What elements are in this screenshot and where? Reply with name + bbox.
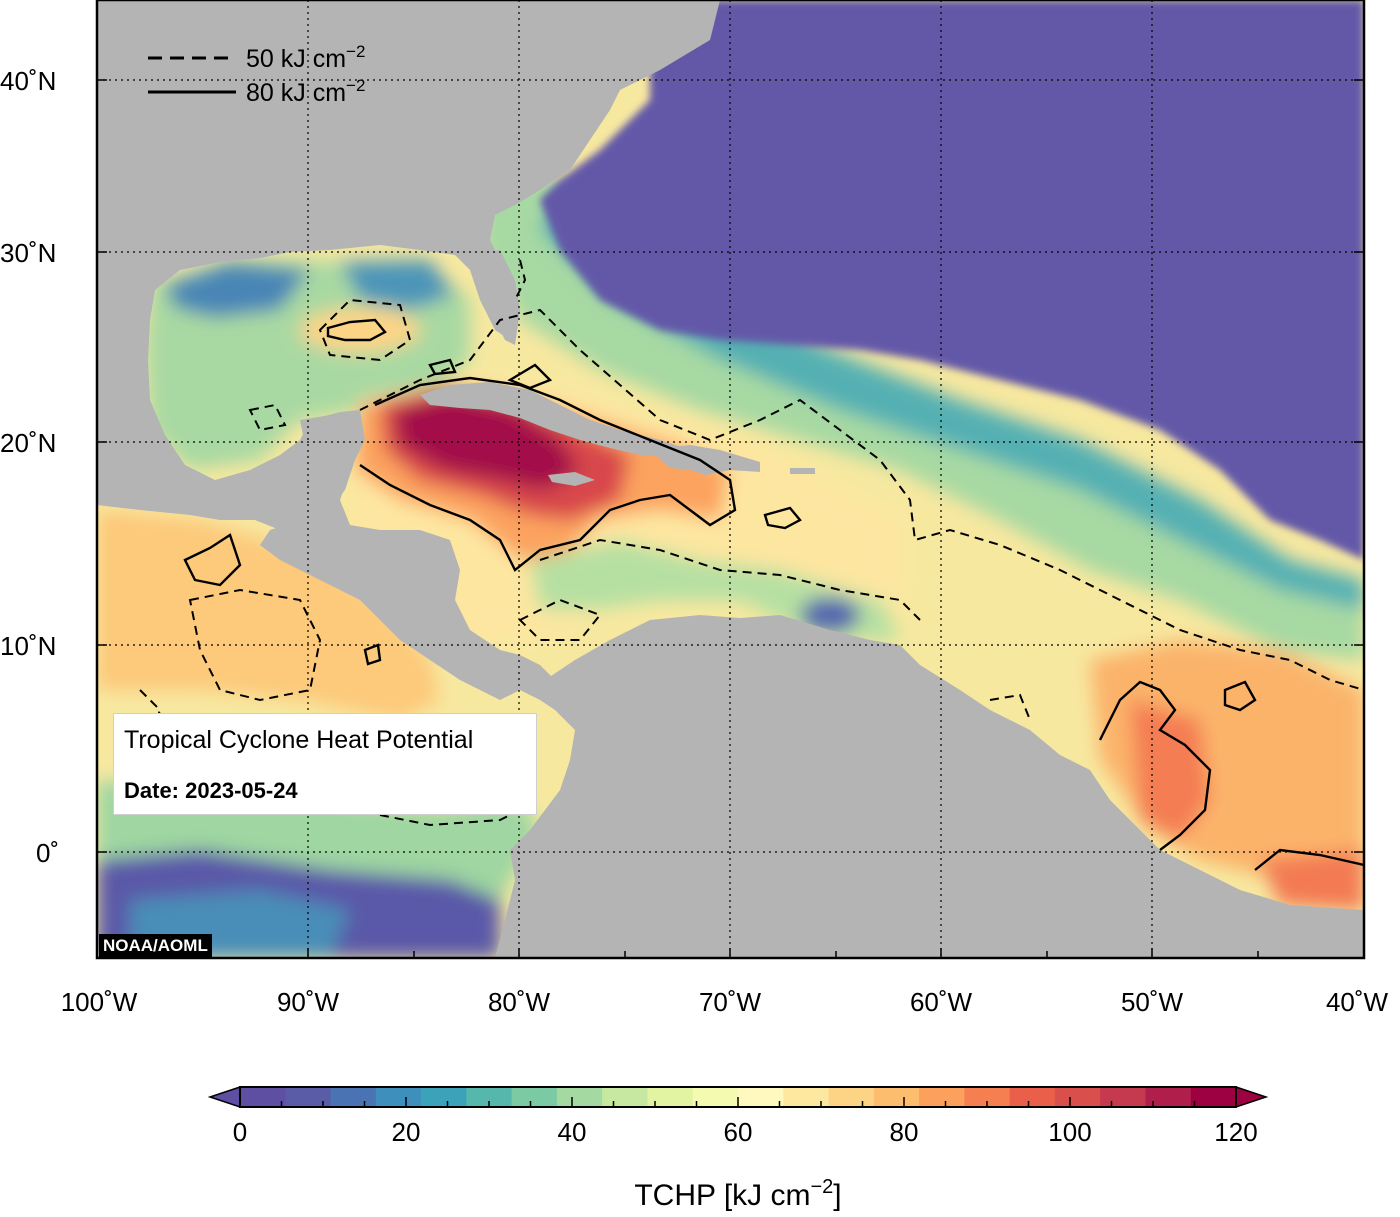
x-tick-label: 80˚W (488, 987, 551, 1017)
colorbar-tick-label: 80 (890, 1117, 919, 1147)
pacific-warm (97, 510, 440, 720)
colorbar-labels: 0 20 40 60 80 100 120 (233, 1117, 1258, 1147)
x-tick-label: 60˚W (910, 987, 973, 1017)
colorbar-under-arrow (207, 1085, 241, 1109)
colorbar-segment (1100, 1087, 1147, 1107)
colorbar-tick-label: 0 (233, 1117, 247, 1147)
colorbar-title-suffix: ] (833, 1179, 842, 1212)
colorbar-segment (783, 1087, 830, 1107)
land-florida (470, 250, 520, 345)
y-tick-label: 20˚N (0, 428, 56, 458)
colorbar-segment (240, 1087, 286, 1107)
colorbar-segment (964, 1087, 1011, 1107)
colorbar-segment (421, 1087, 467, 1107)
colorbar (207, 1085, 1269, 1109)
colorbar-segment (1054, 1087, 1101, 1107)
info-box: Tropical Cyclone Heat Potential Date: 20… (113, 713, 537, 815)
colorbar-segment (511, 1087, 558, 1107)
atlantic-red (1130, 700, 1210, 840)
x-tick-label: 90˚W (277, 987, 340, 1017)
colorbar-segment (602, 1087, 649, 1107)
credit-label: NOAA/AOML (99, 934, 212, 957)
cold-water (540, 0, 1364, 560)
x-tick-label: 40˚W (1326, 987, 1389, 1017)
colorbar-tick-label: 20 (392, 1117, 421, 1147)
venezuela-basin-cold (800, 597, 860, 633)
colorbar-segment (330, 1087, 377, 1107)
land-south-america (495, 615, 1364, 958)
colorbar-segment (375, 1087, 422, 1107)
gulf-field-blue (165, 262, 310, 318)
colorbar-segment (647, 1087, 694, 1107)
colorbar-title-exponent: −2 (810, 1176, 834, 1198)
legend-dashed-label: 50 kJ cm (246, 45, 346, 73)
contour-legend: 50 kJ cm−2 80 kJ cm−2 (148, 42, 365, 107)
y-tick-label: 40˚N (0, 66, 56, 96)
x-axis-labels: 100˚W 90˚W 80˚W 70˚W 60˚W 50˚W 40˚W (61, 987, 1389, 1017)
colorbar-segment (466, 1087, 513, 1107)
legend-dashed-exponent: −2 (346, 42, 365, 61)
land-central-america (260, 410, 555, 700)
colorbar-segment (828, 1087, 875, 1107)
legend-solid-label: 80 kJ cm (246, 79, 346, 107)
y-tick-label: 10˚N (0, 631, 56, 661)
colorbar-segment (873, 1087, 920, 1107)
info-date: Date: 2023-05-24 (124, 778, 298, 803)
colorbar-segment (556, 1087, 603, 1107)
colorbar-tick-label: 60 (724, 1117, 753, 1147)
colorbar-tick-label: 100 (1048, 1117, 1091, 1147)
colorbar-segment (1190, 1087, 1237, 1107)
land-hispaniola (650, 445, 760, 475)
colorbar-tick-label: 120 (1214, 1117, 1257, 1147)
colorbar-segment (919, 1087, 965, 1107)
land-cuba (420, 382, 690, 458)
colorbar-segment (738, 1087, 784, 1107)
colorbar-title-prefix: TCHP [kJ cm (634, 1179, 811, 1212)
legend-solid-exponent: −2 (346, 76, 365, 95)
land-jamaica (548, 472, 595, 486)
x-tick-label: 70˚W (699, 987, 762, 1017)
colorbar-segment (1009, 1087, 1056, 1107)
colorbar-title: TCHP [kJ cm−2] (0, 1176, 1400, 1213)
y-tick-label: 0˚ (36, 838, 59, 868)
colorbar-segment (1145, 1087, 1192, 1107)
info-title: Tropical Cyclone Heat Potential (124, 726, 474, 754)
y-axis-labels: 40˚N 30˚N 20˚N 10˚N 0˚ (0, 66, 59, 868)
tchp-band-teal (540, 180, 1364, 610)
landmasses (97, 0, 1364, 958)
colorbar-over-arrow (1235, 1085, 1269, 1109)
atlantic-red2 (1260, 850, 1364, 910)
atlantic-orange (1090, 640, 1364, 900)
y-tick-label: 30˚N (0, 238, 56, 268)
svg-text:80 kJ cm−2: 80 kJ cm−2 (246, 76, 365, 107)
x-tick-label: 100˚W (61, 987, 138, 1017)
gulf-field-blue2 (340, 260, 455, 310)
land-puerto-rico (790, 468, 815, 474)
contour-80 (183, 318, 1364, 871)
colorbar-segment (285, 1087, 332, 1107)
colorbar-tick-label: 40 (558, 1117, 587, 1147)
x-tick-label: 50˚W (1121, 987, 1184, 1017)
svg-text:50 kJ cm−2: 50 kJ cm−2 (246, 42, 365, 73)
gulf-loop-warm (300, 308, 420, 352)
land-north-america (97, 0, 720, 530)
colorbar-segment (692, 1087, 739, 1107)
